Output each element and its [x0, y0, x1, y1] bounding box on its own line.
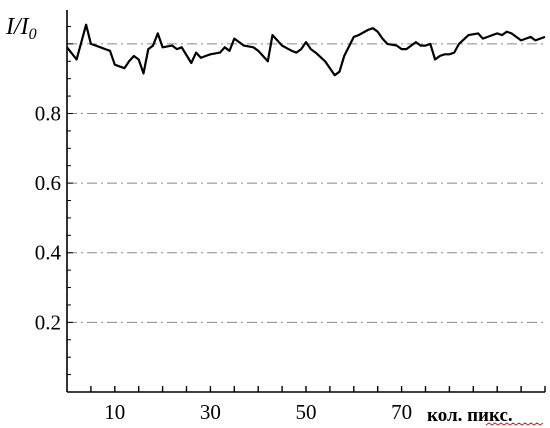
y-tick-label: 0.6	[35, 171, 61, 195]
y-tick-label: 0.2	[35, 310, 61, 334]
x-ticks: 10 30 50 70	[90, 386, 546, 424]
series	[66, 23, 546, 77]
y-axis-label-subscript: 0	[29, 26, 37, 43]
x-tick-label: 10	[104, 400, 125, 424]
y-axis-label-main: I/I	[5, 14, 30, 40]
spellcheck-underline	[485, 422, 544, 426]
y-tick-label: 0.8	[35, 101, 61, 125]
y-tick-label: 0.4	[35, 241, 62, 265]
grid-lines	[67, 43, 545, 323]
axes	[66, 10, 545, 393]
x-tick-label: 50	[296, 400, 317, 424]
x-tick-label: 70	[391, 400, 412, 424]
x-axis-label: кол. пикс.	[427, 405, 513, 426]
y-axis-label: I/I0	[5, 14, 37, 43]
series-line-0	[66, 23, 546, 77]
x-tick-label: 30	[200, 400, 221, 424]
y-ticks: 0.2 0.4 0.6 0.8	[35, 25, 73, 376]
